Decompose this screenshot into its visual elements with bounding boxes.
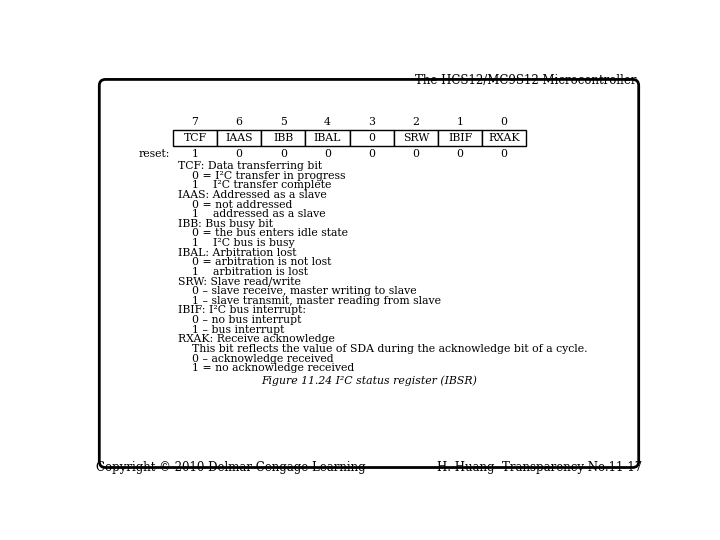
Text: 4: 4 [324,117,331,127]
Text: 0: 0 [280,148,287,159]
Text: 0: 0 [368,148,375,159]
Bar [438,130,482,146]
Bar [173,130,217,146]
Text: TCF: TCF [184,133,207,143]
Text: The HCS12/MC9S12 Microcontroller: The HCS12/MC9S12 Microcontroller [415,74,636,87]
Text: IBAL: Arbitration lost: IBAL: Arbitration lost [178,248,296,258]
Text: SRW: SRW [402,133,429,143]
Text: 0 – no bus interrupt: 0 – no bus interrupt [178,315,301,325]
Text: 0: 0 [500,148,508,159]
Text: 0: 0 [235,148,243,159]
Text: 6: 6 [235,117,243,127]
Text: IBIF: IBIF [448,133,472,143]
Text: Copyright © 2010 Delmar Cengage Learning: Copyright © 2010 Delmar Cengage Learning [96,462,366,475]
Text: 1    I²C bus is busy: 1 I²C bus is busy [178,238,294,248]
Text: 1 = no acknowledge received: 1 = no acknowledge received [178,363,354,373]
Text: 0 = the bus enters idle state: 0 = the bus enters idle state [178,228,348,239]
Text: 1: 1 [456,117,464,127]
Bar [350,130,394,146]
Text: 0 – slave receive, master writing to slave: 0 – slave receive, master writing to sla… [178,286,416,296]
FancyBboxPatch shape [99,79,639,468]
Text: 0: 0 [456,148,464,159]
Text: 1    addressed as a slave: 1 addressed as a slave [178,209,325,219]
Text: IAAS: Addressed as a slave: IAAS: Addressed as a slave [178,190,326,200]
Text: IBB: IBB [274,133,294,143]
Text: SRW: Slave read/write: SRW: Slave read/write [178,276,300,287]
Text: IBB: Bus busy bit: IBB: Bus busy bit [178,219,273,229]
Text: 0 = arbitration is not lost: 0 = arbitration is not lost [178,257,331,267]
Bar [305,130,350,146]
Text: IBIF: I²C bus interrupt:: IBIF: I²C bus interrupt: [178,306,305,315]
Text: 0 = not addressed: 0 = not addressed [178,200,292,210]
Text: 1: 1 [192,148,199,159]
Text: 5: 5 [280,117,287,127]
Text: 3: 3 [368,117,375,127]
Bar [217,130,261,146]
Bar [394,130,438,146]
Text: 0: 0 [500,117,508,127]
Text: H. Huang  Transparency No.11-17: H. Huang Transparency No.11-17 [436,462,642,475]
Text: IBAL: IBAL [314,133,341,143]
Text: reset:: reset: [138,148,170,159]
Bar [261,130,305,146]
Bar [482,130,526,146]
Text: Figure 11.24 I²C status register (IBSR): Figure 11.24 I²C status register (IBSR) [261,376,477,387]
Text: 0: 0 [368,133,375,143]
Text: RXAK: RXAK [488,133,520,143]
Text: 0 – acknowledge received: 0 – acknowledge received [178,354,333,363]
Text: 1 – slave transmit, master reading from slave: 1 – slave transmit, master reading from … [178,296,441,306]
Text: IAAS: IAAS [225,133,253,143]
Text: This bit reflects the value of SDA during the acknowledge bit of a cycle.: This bit reflects the value of SDA durin… [178,344,587,354]
Text: 2: 2 [413,117,419,127]
Text: 1 – bus interrupt: 1 – bus interrupt [178,325,284,335]
Text: 1    arbitration is lost: 1 arbitration is lost [178,267,307,277]
Text: RXAK: Receive acknowledge: RXAK: Receive acknowledge [178,334,335,345]
Text: 7: 7 [192,117,199,127]
Text: TCF: Data transferring bit: TCF: Data transferring bit [178,161,322,171]
Text: 0: 0 [324,148,331,159]
Text: 0: 0 [413,148,419,159]
Text: 0 = I²C transfer in progress: 0 = I²C transfer in progress [178,171,345,181]
Text: 1    I²C transfer complete: 1 I²C transfer complete [178,180,331,190]
